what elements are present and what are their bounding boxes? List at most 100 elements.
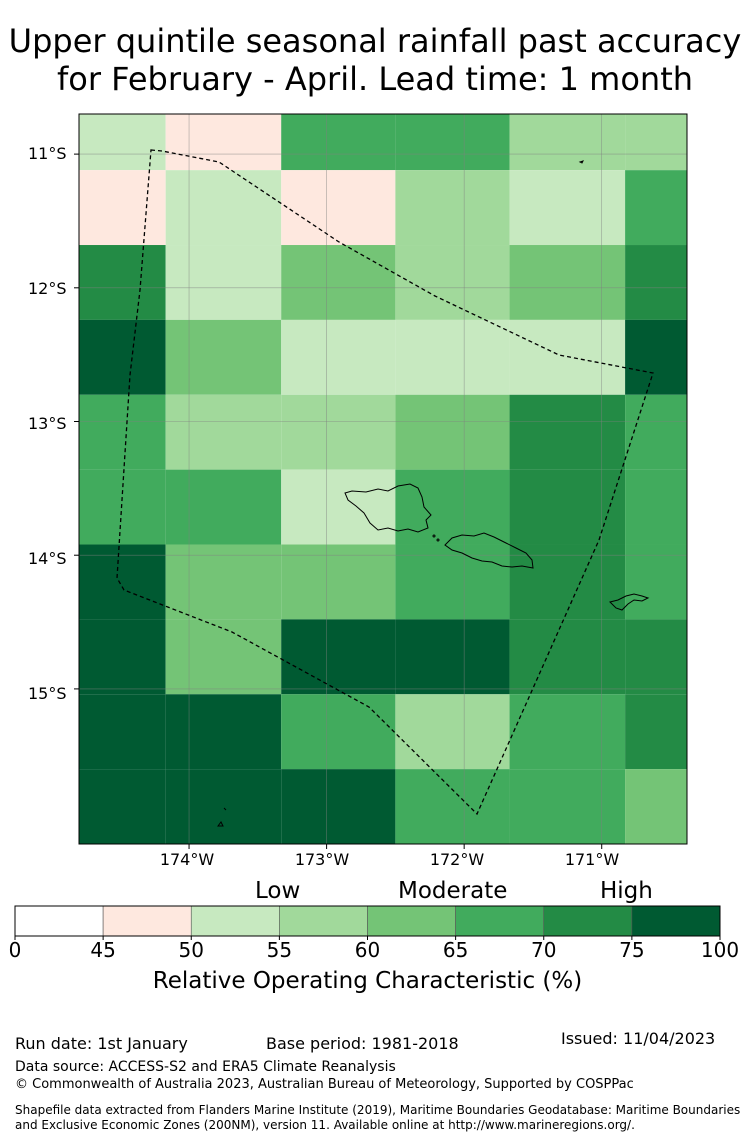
roc-cell (625, 114, 687, 171)
colorbar-segment (631, 905, 721, 937)
roc-cell (395, 469, 510, 545)
colorbar-segment (455, 905, 545, 937)
roc-cell (165, 619, 282, 695)
roc-cell (79, 694, 166, 770)
roc-cell (281, 245, 396, 320)
colorbar (14, 905, 721, 940)
rose-atoll-outline (578, 160, 584, 164)
roc-cell (79, 114, 166, 171)
roc-cell (509, 769, 626, 844)
roc-cell (165, 170, 282, 246)
roc-cell (79, 619, 166, 695)
roc-cell (395, 394, 510, 470)
roc-cell (625, 694, 687, 770)
southern-islet-outline (217, 821, 224, 827)
southern-islet-outline-2 (223, 807, 227, 811)
roc-cell (509, 319, 626, 395)
roc-cell (395, 619, 510, 695)
colorbar-tick-label: 0 (8, 938, 22, 962)
roc-cell (281, 769, 396, 844)
roc-cell (165, 544, 282, 620)
roc-cell (509, 245, 626, 320)
roc-cell (509, 469, 626, 545)
manono-islet (432, 534, 436, 538)
roc-cell (625, 544, 687, 620)
colorbar-title: Relative Operating Characteristic (%) (152, 968, 583, 994)
roc-cell (281, 619, 396, 695)
roc-cell (79, 245, 166, 320)
colorbar-tick-label: 55 (266, 938, 293, 962)
roc-cell (165, 694, 282, 770)
roc-cell (281, 694, 396, 770)
base-period: Base period: 1981-2018 (266, 1034, 459, 1053)
map-title-line-2: for February - April. Lead time: 1 month (56, 60, 694, 98)
roc-cell (395, 319, 510, 395)
lat-label-13s: 13°S (28, 414, 67, 433)
colorbar-segment (102, 905, 192, 937)
colorbar-segment (190, 905, 280, 937)
shapefile-credit-line-2: and Exclusive Economic Zones (200NM), ve… (15, 1118, 635, 1132)
tutuila-island-outline (609, 593, 650, 611)
roc-cell (281, 170, 396, 246)
colorbar-segment (543, 905, 633, 937)
lat-label-12s: 12°S (28, 279, 67, 298)
roc-cell (625, 319, 687, 395)
roc-cell (395, 245, 510, 320)
colorbar-segment (279, 905, 368, 937)
colorbar-tick-label: 100 (700, 938, 740, 962)
roc-cell (625, 469, 687, 545)
roc-cell (395, 114, 510, 171)
lat-label-14s: 14°S (28, 549, 67, 568)
category-high: High (600, 878, 653, 904)
lon-label-172w: 172°W (429, 850, 485, 869)
roc-cell (509, 619, 626, 695)
issued-date: Issued: 11/04/2023 (561, 1029, 716, 1048)
colorbar-segment (367, 905, 456, 937)
roc-cell (281, 114, 396, 171)
roc-cell (395, 769, 510, 844)
category-low: Low (255, 878, 301, 904)
roc-cell (165, 394, 282, 470)
roc-cell (509, 544, 626, 620)
roc-cell (281, 544, 396, 620)
data-source: Data source: ACCESS-S2 and ERA5 Climate … (15, 1059, 396, 1075)
coastlines (217, 160, 650, 827)
roc-cell (395, 544, 510, 620)
colorbar-tick-label: 50 (178, 938, 204, 962)
run-date: Run date: 1st January (15, 1034, 188, 1053)
roc-cell (79, 469, 166, 545)
roc-cell (395, 170, 510, 246)
roc-cell (79, 319, 166, 395)
roc-cell (509, 114, 626, 171)
eez-boundary-dashed (116, 149, 654, 816)
roc-cell (165, 319, 282, 395)
category-moderate: Moderate (398, 878, 508, 904)
roc-cell (509, 170, 626, 246)
lon-label-171w: 171°W (564, 850, 620, 869)
roc-cell (79, 394, 166, 470)
upolu-island-outline (444, 532, 534, 569)
colorbar-tick-label: 65 (442, 938, 469, 962)
roc-cell (281, 319, 396, 395)
roc-cell (625, 769, 687, 844)
colorbar-tick-label: 70 (531, 938, 557, 962)
lon-label-173w: 173°W (294, 850, 350, 869)
roc-cell (509, 394, 626, 470)
roc-cell (165, 469, 282, 545)
roc-cell (281, 394, 396, 470)
roc-cell (79, 769, 166, 844)
lat-label-11s: 11°S (28, 144, 67, 163)
roc-cell (281, 469, 396, 545)
roc-cell (165, 769, 282, 844)
roc-cell (625, 245, 687, 320)
copyright: © Commonwealth of Australia 2023, Austra… (15, 1077, 634, 1092)
lat-label-15s: 15°S (28, 684, 67, 703)
roc-cell (395, 694, 510, 770)
roc-cell (509, 694, 626, 770)
roc-cell (165, 245, 282, 320)
savaii-island-outline (344, 483, 432, 533)
colorbar-tick-label: 45 (90, 938, 116, 962)
roc-grid-cells (79, 114, 687, 844)
axis-ticks (74, 153, 603, 849)
